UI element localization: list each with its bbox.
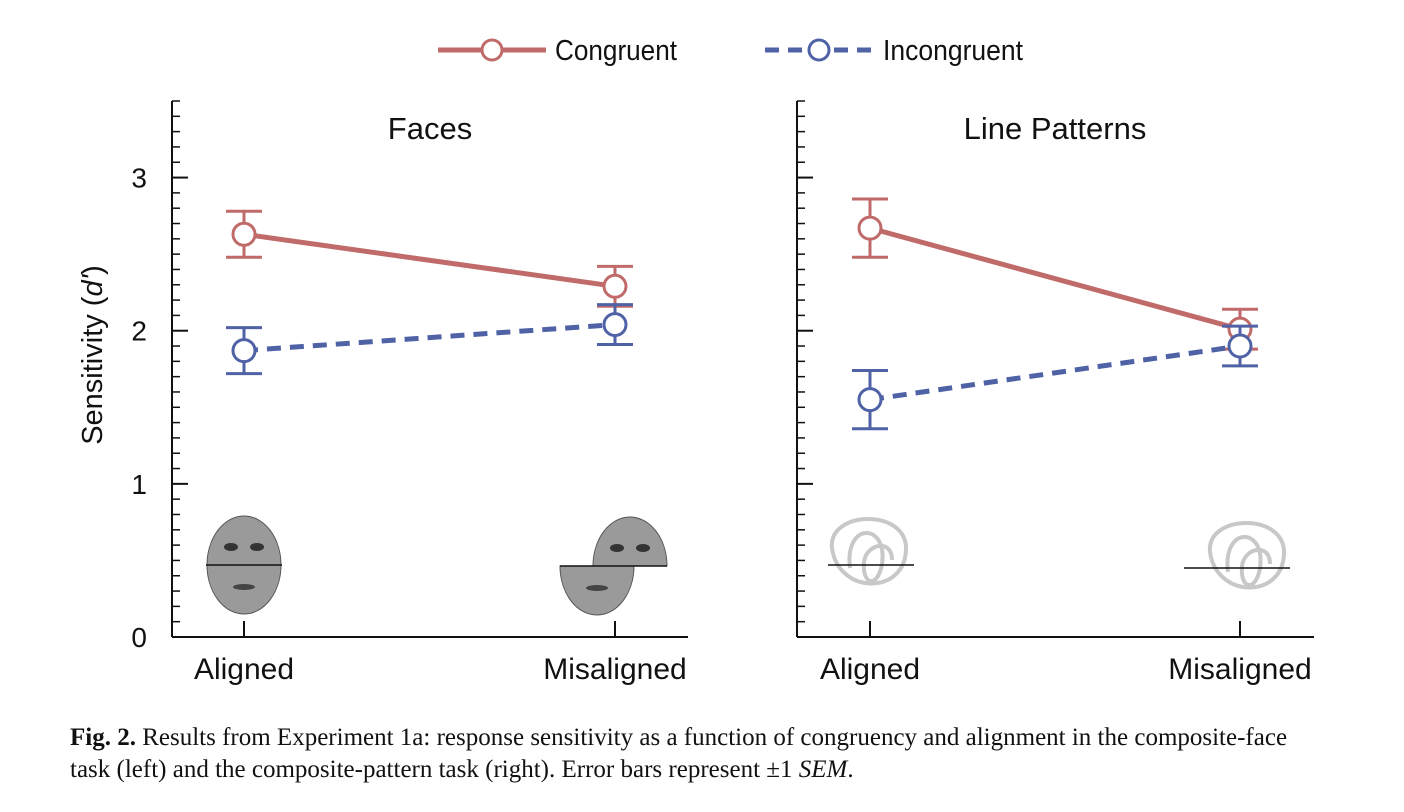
face-eye-right <box>636 544 650 552</box>
legend-label-0: Congruent <box>555 35 677 67</box>
series-line-incongruent <box>869 343 1241 403</box>
pattern-image-aligned <box>829 517 909 586</box>
x-tick-label-aligned: Aligned <box>820 653 920 686</box>
face-eye-right <box>250 543 264 551</box>
panel-faces: 0 1 2 3 Sensitivity (d') Aligned Misaligned Fac… <box>77 100 688 686</box>
caption-end: . <box>847 756 854 783</box>
face-mouth <box>586 585 608 591</box>
y-tick-label: 0 <box>131 622 147 653</box>
y-axis-label: Sensitivity (d') <box>77 265 109 445</box>
y-axis-label-italic: d' <box>77 273 109 296</box>
x-tick-label-misaligned: Misaligned <box>1168 653 1311 686</box>
y-tick-label: 2 <box>131 316 147 347</box>
panel-title: Faces <box>388 111 472 146</box>
face-eye-left <box>610 544 624 552</box>
data-point-incongruent <box>1227 333 1253 359</box>
caption-label: Fig. 2. <box>70 724 136 751</box>
series-line-congruent <box>243 231 616 289</box>
y-tick-label: 1 <box>131 469 147 500</box>
pattern-image-misaligned <box>1207 521 1287 590</box>
x-tick-label-misaligned: Misaligned <box>543 653 686 686</box>
figure-chart: Congruent Incongruent 0 1 2 3 Sensitivity (d'… <box>77 35 1314 686</box>
y-axis-label-end: ) <box>77 265 109 275</box>
panel-line-patterns: Aligned Misaligned Line Patterns <box>796 100 1314 686</box>
caption-sem: SEM <box>798 756 848 783</box>
data-point-incongruent <box>602 312 628 338</box>
data-point-incongruent <box>231 338 257 364</box>
figure-caption: Fig. 2. Results from Experiment 1a: resp… <box>70 722 1330 786</box>
legend-label-1: Incongruent <box>883 35 1023 67</box>
face-mouth <box>233 584 255 590</box>
series-line-incongruent <box>243 322 616 354</box>
caption-text: Results from Experiment 1a: response sen… <box>70 724 1288 783</box>
data-point-congruent <box>231 221 257 247</box>
legend-marker-1 <box>807 38 831 62</box>
data-point-congruent <box>857 215 883 241</box>
face-image-misaligned-top <box>592 516 668 567</box>
y-tick-label: 3 <box>131 163 147 194</box>
data-point-congruent <box>602 273 628 299</box>
legend: Congruent Incongruent <box>438 35 1023 67</box>
face-eye-left <box>224 543 238 551</box>
series-line-congruent <box>869 225 1241 332</box>
legend-marker-0 <box>480 38 504 62</box>
data-point-incongruent <box>857 387 883 413</box>
panel-title: Line Patterns <box>964 111 1147 146</box>
stimulus-images <box>828 517 1290 590</box>
y-axis-label-main: Sensitivity ( <box>77 296 109 445</box>
x-tick-label-aligned: Aligned <box>194 653 294 686</box>
stimulus-images <box>206 515 668 616</box>
